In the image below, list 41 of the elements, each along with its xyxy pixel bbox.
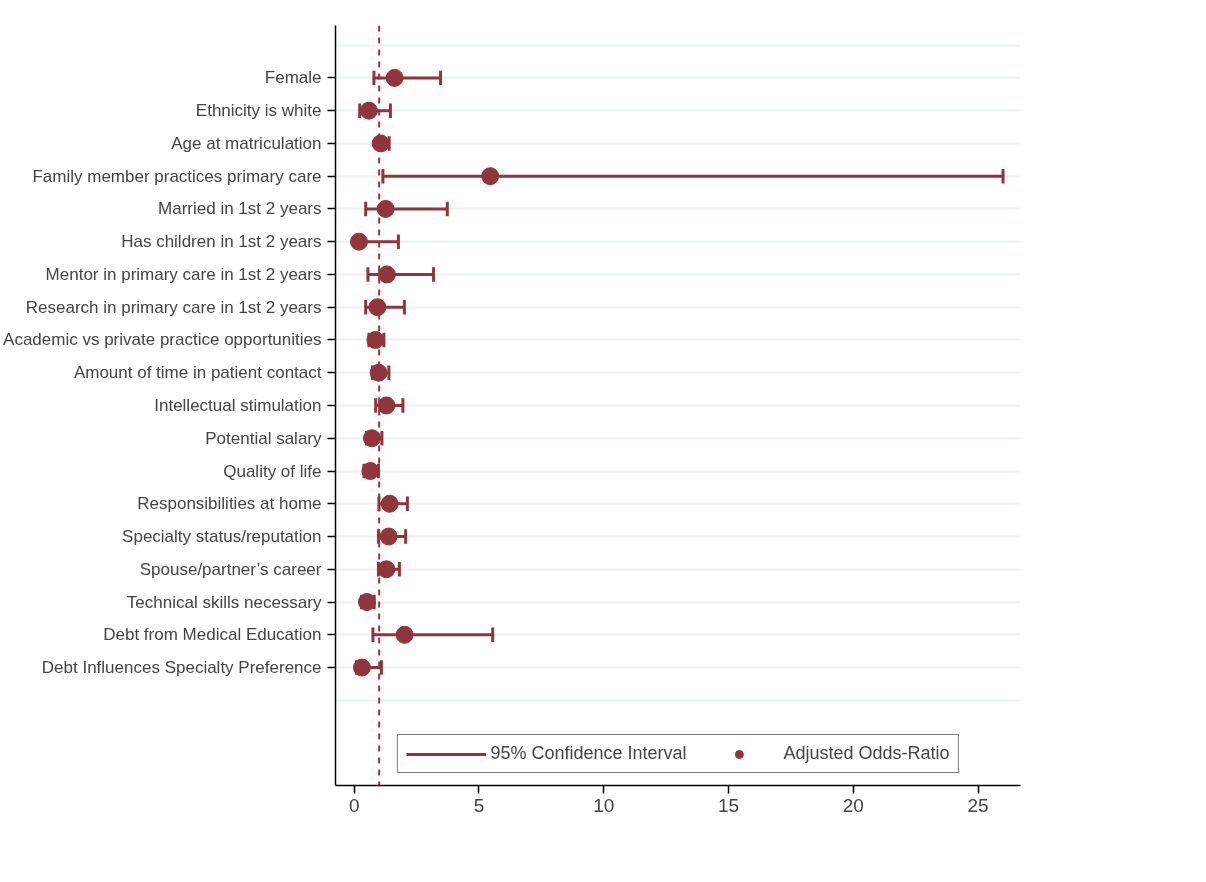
point	[359, 101, 378, 120]
y-tick-label: Age at matriculation	[171, 133, 322, 153]
y-tick-label: Academic vs private practice opportunities	[3, 330, 322, 350]
y-tick-label: Intellectual stimulation	[154, 396, 322, 415]
point	[368, 298, 387, 317]
y-tick-label: Mentor in primary care in 1st 2 years	[45, 264, 322, 284]
x-tick-label: 0	[348, 794, 360, 816]
x-tick-label: 5	[473, 794, 485, 816]
y-tick-label: Family member practices primary care	[32, 166, 322, 186]
y-tick-label: Amount of time in patient contact	[73, 363, 322, 383]
y-tick-label: Female	[264, 68, 322, 88]
x-tick-label: 10	[593, 794, 615, 816]
point	[481, 167, 500, 186]
y-tick-label: Has children in 1st 2 years	[121, 232, 322, 252]
legend-label: Adjusted Odds-Ratio	[783, 743, 950, 764]
point	[385, 68, 404, 87]
point	[380, 494, 399, 513]
text: 95% Confidence Interval	[490, 743, 687, 764]
y-tick-label: Technical skills necessary	[126, 592, 322, 612]
y-tick-label: Debt Influences Specialty Preference	[41, 658, 322, 678]
point	[352, 658, 371, 677]
point	[379, 527, 398, 546]
point	[377, 396, 396, 415]
y-tick-label: Quality of life	[223, 461, 322, 481]
y-tick-label: Responsibilities at home	[137, 494, 322, 514]
y-tick-label: Spouse/partner’s career	[139, 559, 322, 579]
point	[395, 625, 414, 644]
y-tick-label: Specialty status/reputation	[122, 527, 322, 547]
x-tick-label: 25	[967, 794, 989, 816]
point	[377, 560, 396, 579]
point	[377, 265, 396, 284]
y-tick-label: Potential salary	[205, 428, 322, 448]
x-tick-label: 15	[717, 794, 740, 816]
y-tick-label: Married in 1st 2 years	[158, 199, 322, 219]
point	[376, 199, 395, 218]
y-tick-label: Research in primary care in 1st 2 years	[25, 297, 322, 317]
x-tick-label: 20	[842, 794, 864, 816]
y-tick-label: Ethnicity is white	[195, 101, 322, 121]
y-tick-label: Debt from Medical Education	[103, 625, 322, 645]
point	[371, 134, 390, 153]
point	[349, 232, 368, 251]
